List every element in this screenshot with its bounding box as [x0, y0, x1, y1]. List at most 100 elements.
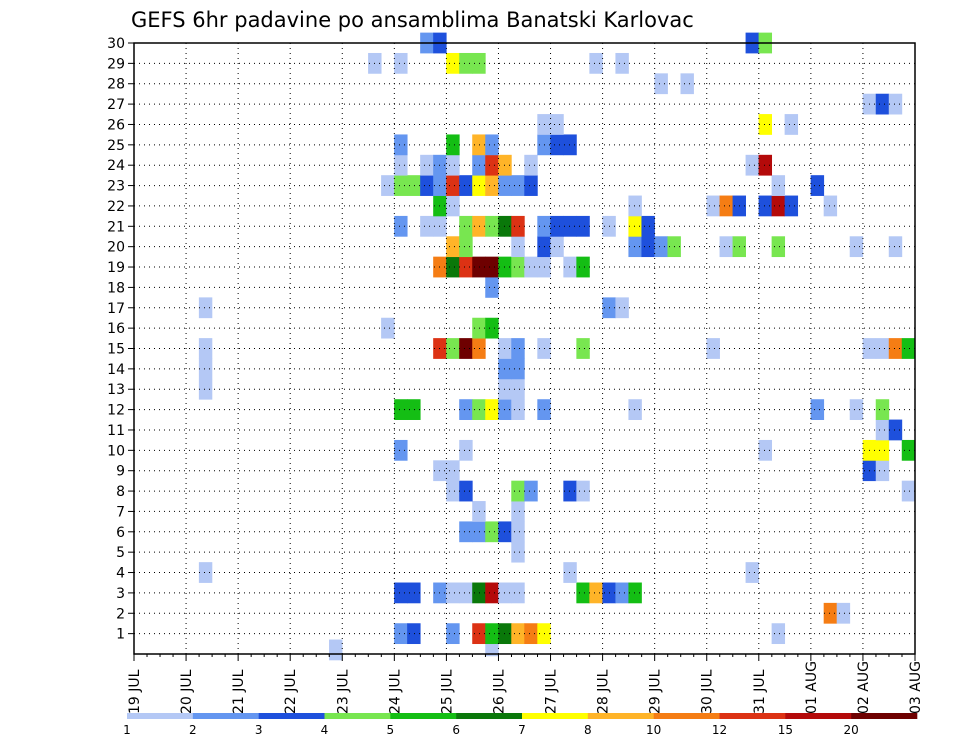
ensemble-cell: [381, 317, 395, 339]
y-tick-label: 19: [107, 260, 125, 276]
ensemble-cell: [524, 256, 538, 278]
ensemble-cell: [459, 480, 473, 502]
x-axis: 19 JUL 20 JUL 21 JUL 22 JUL 23 JUL 24 JUL 25 J…: [127, 654, 924, 714]
legend-swatch: [522, 713, 589, 719]
ensemble-cell: [576, 582, 590, 604]
x-tick-label: 30 JUL: [700, 669, 716, 714]
ensemble-cell: [472, 521, 486, 543]
y-tick-label: 22: [107, 199, 125, 215]
ensemble-cell: [511, 256, 525, 278]
ensemble-cell: [511, 358, 525, 380]
ensemble-cell: [394, 134, 408, 156]
x-tick-label: 26 JUL: [491, 669, 507, 714]
ensemble-cell: [407, 175, 421, 196]
ensemble-cell: [810, 175, 825, 196]
ensemble-cell: [485, 134, 499, 156]
ensemble-cell: [407, 623, 421, 645]
legend-swatch: [456, 713, 523, 719]
y-tick-label: 1: [116, 627, 125, 643]
ensemble-cell: [823, 195, 838, 217]
ensemble-cell: [550, 236, 564, 258]
y-tick-label: 25: [107, 138, 125, 154]
ensemble-cell: [472, 215, 486, 237]
ensemble-cell: [511, 541, 525, 563]
ensemble-cell: [589, 52, 603, 74]
ensemble-cell: [680, 73, 694, 95]
y-tick-label: 23: [107, 179, 125, 195]
ensemble-cell: [823, 602, 838, 624]
ensemble-cell: [472, 134, 486, 156]
ensemble-cell: [459, 236, 473, 258]
ensemble-cell: [472, 399, 486, 420]
ensemble-cell: [394, 215, 408, 237]
legend-swatch: [390, 713, 457, 719]
ensemble-cell: [563, 562, 577, 583]
y-tick-label: 11: [107, 423, 125, 439]
ensemble-cell: [563, 480, 577, 502]
legend-label: 3: [255, 723, 263, 737]
y-tick-label: 4: [116, 566, 125, 582]
ensemble-cell: [485, 154, 499, 176]
ensemble-cell: [198, 378, 213, 400]
ensemble-cell: [511, 399, 525, 420]
ensemble-cell: [446, 582, 460, 604]
ensemble-cell: [394, 623, 408, 645]
ensemble-cell: [758, 195, 773, 217]
x-tick-label: 02 AUG: [856, 661, 872, 714]
legend-label: 15: [778, 723, 793, 737]
y-tick-label: 13: [107, 382, 125, 398]
y-tick-label: 14: [107, 362, 125, 378]
ensemble-cell: [459, 338, 473, 359]
y-tick-label: 12: [107, 403, 125, 419]
y-tick-label: 8: [116, 484, 125, 500]
ensemble-cell: [472, 52, 486, 74]
ensemble-cell: [563, 215, 577, 237]
y-tick-label: 17: [107, 301, 125, 317]
color-legend: 1 2 3 4 5 6 7 8 10 12 15 20: [123, 713, 918, 737]
y-tick-label: 3: [116, 586, 125, 602]
ensemble-cell: [198, 562, 213, 583]
y-tick-label: 21: [107, 219, 125, 235]
ensemble-cell: [459, 215, 473, 237]
ensemble-cell: [472, 338, 486, 359]
ensemble-cell: [758, 114, 773, 135]
ensemble-cell: [472, 623, 486, 645]
x-tick-label: 24 JUL: [387, 669, 403, 714]
ensemble-cell: [758, 154, 773, 176]
ensemble-cell: [550, 114, 564, 135]
ensemble-cell: [446, 134, 460, 156]
ensemble-cell: [472, 582, 486, 604]
ensemble-cell: [420, 154, 434, 176]
ensemble-cell: [446, 175, 460, 196]
legend-swatch: [719, 713, 786, 719]
y-tick-label: 16: [107, 321, 125, 337]
ensemble-cell: [511, 501, 525, 522]
ensemble-cell: [446, 52, 460, 74]
ensemble-cell: [446, 236, 460, 258]
ensemble-cell: [394, 52, 408, 74]
ensemble-cell: [511, 175, 525, 196]
ensemble-cell: [459, 256, 473, 278]
ensemble-cell: [550, 134, 564, 156]
ensemble-cell: [888, 419, 903, 441]
y-tick-label: 10: [107, 443, 125, 459]
ensemble-cell: [901, 338, 916, 359]
ensemble-cell: [511, 521, 525, 543]
ensemble-cell: [472, 317, 486, 339]
ensemble-cell: [511, 623, 525, 645]
ensemble-cell: [511, 378, 525, 400]
ensemble-cell: [459, 521, 473, 543]
ensemble-cell: [875, 460, 890, 482]
x-tick-label: 29 JUL: [648, 669, 664, 714]
x-tick-label: 28 JUL: [596, 669, 612, 714]
ensemble-cell: [641, 215, 655, 237]
y-tick-label: 15: [107, 342, 125, 358]
ensemble-cell: [485, 175, 499, 196]
ensemble-cell: [784, 114, 799, 135]
ensemble-cell: [576, 480, 590, 502]
ensemble-cell: [628, 215, 642, 237]
ensemble-cell: [576, 338, 590, 359]
ensemble-cell: [446, 480, 460, 502]
legend-label: 6: [452, 723, 460, 737]
